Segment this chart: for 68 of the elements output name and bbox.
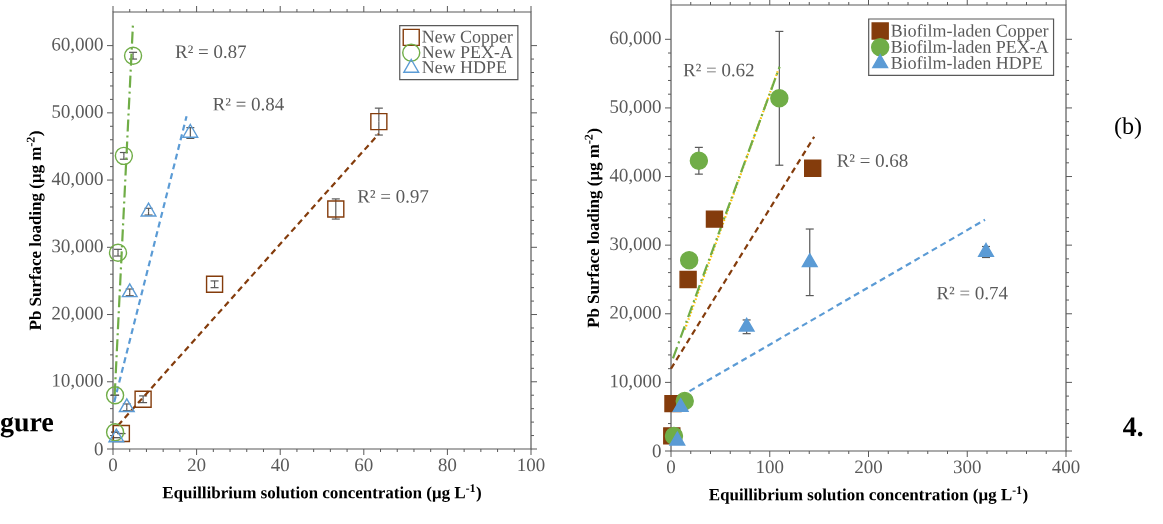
y-tick-label: 20,000 [610,306,661,322]
point [108,428,125,443]
x-tick-label: 40 [271,458,289,472]
y-tick-label: 10,000 [53,374,103,390]
point [804,159,822,177]
annotation: R² = 0.74 [936,286,1008,300]
annotation: R² = 0.97 [357,189,429,203]
legend-label: New PEX-A [422,46,513,59]
y-axis-title: Pb Surface loading (µg m$^{-2}$) [584,128,603,328]
point [105,386,125,405]
y-tick-label: 30,000 [52,239,103,256]
point [108,243,128,262]
point [679,251,699,270]
annotation: R² = 0.84 [213,97,284,111]
point [669,431,686,446]
x-tick-label: 0 [108,458,117,472]
point [121,283,138,298]
point [370,112,388,131]
y-tick-label: 50,000 [610,100,661,116]
y-tick-label: 40,000 [609,168,661,185]
text: (b) [1115,117,1141,139]
x-tick-label: 300 [953,460,981,474]
legend-label: Biofilm-laden Copper [891,23,1049,41]
y-axis-title: Pb Surface loading (µg m$^{-2}$) [26,131,45,331]
x-tick-label: 100 [518,458,545,472]
point [770,89,789,108]
point [801,253,818,268]
point [114,146,134,166]
point [705,210,724,228]
y-tick-label: 20,000 [52,306,103,323]
x-axis-title: Equillibrium solution concentration (µg L$^{-1}$) [162,484,481,502]
y-tick-label: 60,000 [610,31,661,48]
text: 4. [1123,417,1143,437]
point [679,270,697,289]
y-tick-label: 0 [94,442,103,456]
point [689,151,709,170]
x-tick-label: 0 [666,460,676,474]
y-tick-label: 60,000 [52,37,103,54]
legend-label: New Copper [422,30,513,47]
legend-label: New HDPE [422,61,506,74]
legend-label: Biofilm-laden PEX-A [891,40,1049,53]
y-tick-label: 30,000 [610,237,661,253]
point [140,202,157,217]
point [105,422,125,442]
x-tick-label: 100 [757,460,784,474]
x-tick-label: 20 [187,458,206,472]
annotation: R² = 0.62 [683,63,754,77]
text: gure [0,416,54,438]
y-tick-label: 40,000 [51,172,103,188]
legend-label: Biofilm-laden HDPE [891,56,1042,69]
point [112,424,131,443]
x-tick-label: 400 [1052,460,1080,474]
point [327,200,345,218]
x-tick-label: 200 [855,460,882,474]
point [672,397,689,413]
x-tick-label: 60 [355,458,373,472]
x-tick-label: 80 [438,458,457,472]
y-tick-label: 50,000 [52,105,103,121]
annotation: R² = 0.68 [837,154,908,168]
point [118,398,135,413]
y-tick-label: 0 [652,444,661,458]
point [738,317,755,332]
point [205,275,224,293]
point [134,390,152,408]
y-tick-label: 10,000 [611,374,661,391]
point [123,46,143,65]
annotation: R² = 0.87 [175,45,247,59]
x-axis-title: Equillibrium solution concentration (µg L$^{-1}$) [709,486,1028,504]
